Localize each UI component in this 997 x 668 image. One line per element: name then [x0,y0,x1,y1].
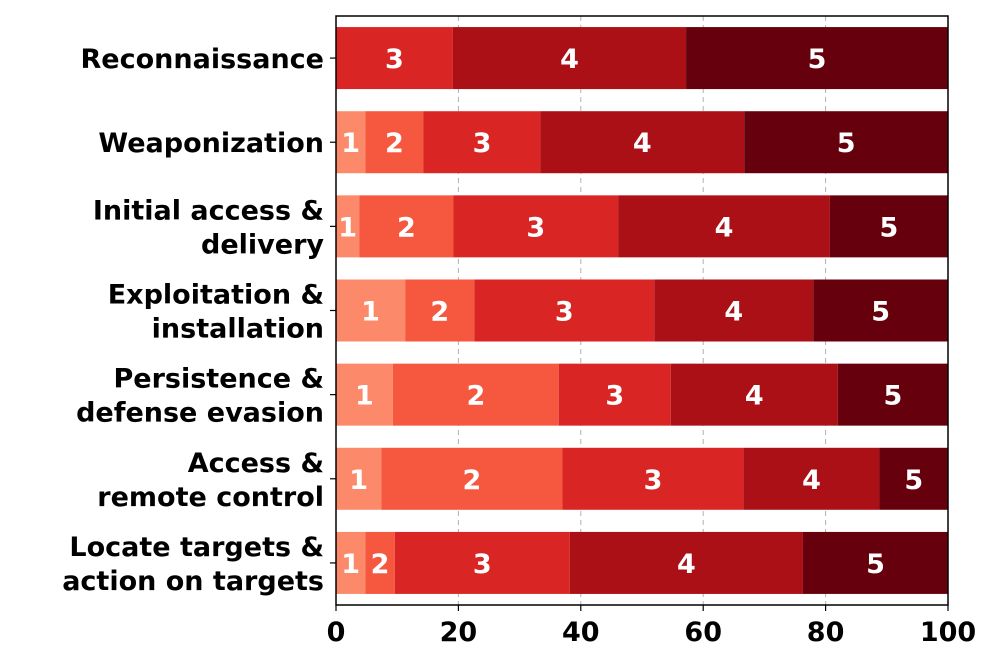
bar-segment-2-2 [359,195,454,258]
segment-label-0-4: 4 [560,44,579,75]
bar-segment-2-3 [453,195,619,258]
segment-label-1-3: 3 [473,128,492,159]
bar-segment-5-1 [336,447,382,510]
axes: 0 20 40 60 80 100 [327,15,976,648]
segment-label-2-1: 1 [338,212,357,243]
bar-segment-0-5 [686,27,948,90]
bar-segment-3-2 [405,279,475,342]
bar-segment-2-1 [336,195,360,258]
segment-label-2-3: 3 [526,212,545,243]
bar-segment-4-3 [558,363,671,426]
x-tick-label-20: 20 [440,617,478,648]
category-label-2-1: delivery [201,229,324,260]
category-label-2-0: Initial access & [93,195,324,226]
category-label-4-0: Persistence & [113,364,324,395]
segment-label-5-2: 2 [462,465,481,496]
segment-label-2-2: 2 [397,212,416,243]
segment-label-0-5: 5 [808,44,827,75]
bar-segment-1-4 [540,111,745,174]
category-label-6-0: Locate targets & [69,532,324,563]
segment-label-3-3: 3 [555,297,574,328]
segment-label-1-5: 5 [837,128,856,159]
bar-segment-3-3 [474,279,655,342]
segment-label-4-4: 4 [745,381,764,412]
bar-segments [336,27,948,594]
plot-frame [335,15,949,606]
bar-segment-5-2 [381,447,563,510]
segment-label-6-5: 5 [866,549,885,580]
category-labels: Reconnaissance Weaponization Initial acces… [62,44,324,597]
category-label-0-0: Reconnaissance [81,44,324,75]
bar-segment-4-4 [670,363,838,426]
segment-label-6-1: 1 [341,549,360,580]
segment-label-3-1: 1 [361,297,380,328]
bar-segment-6-3 [394,531,570,594]
x-tick-label-40: 40 [562,617,600,648]
segment-label-3-4: 4 [724,297,743,328]
bar-segment-4-5 [837,363,948,426]
segment-label-2-5: 5 [880,212,899,243]
segment-label-1-1: 1 [341,128,360,159]
bar-segment-1-2 [365,111,424,174]
segment-label-5-5: 5 [904,465,923,496]
category-label-4-1: defense evasion [76,398,324,429]
segment-label-4-2: 2 [466,381,485,412]
bar-segment-6-5 [802,531,948,594]
bar-segment-4-2 [392,363,559,426]
segment-label-6-2: 2 [371,549,390,580]
category-label-3-1: installation [152,314,324,345]
bar-segment-6-1 [336,531,366,594]
segment-label-0-3: 3 [385,44,404,75]
segment-labels: 3 4 51 2 3 4 51 2 3 4 51 2 3 4 51 2 3 4 51 2 3 4 51 2 3 4 5 [338,44,923,580]
x-tick-label-100: 100 [920,617,976,648]
bar-segment-1-3 [423,111,541,174]
segment-label-3-5: 5 [871,297,890,328]
segment-label-5-3: 3 [644,465,663,496]
bar-segment-2-4 [618,195,830,258]
segment-label-1-2: 2 [385,128,404,159]
segment-label-6-4: 4 [677,549,696,580]
segment-label-3-2: 2 [430,297,449,328]
bar-segment-0-4 [452,27,687,90]
bar-segment-5-3 [562,447,744,510]
bar-segment-6-2 [365,531,395,594]
segment-label-1-4: 4 [633,128,652,159]
x-tick-label-80: 80 [807,617,845,648]
bar-segment-1-5 [744,111,948,174]
category-label-5-0: Access & [188,448,324,479]
segment-label-2-4: 4 [715,212,734,243]
x-tick-label-60: 60 [684,617,722,648]
bar-segment-6-4 [569,531,803,594]
bar-segment-1-1 [336,111,366,174]
bar-segment-2-5 [829,195,948,258]
category-label-1-0: Weaponization [98,128,324,159]
bar-segment-3-1 [336,279,406,342]
bar-segment-5-4 [743,447,880,510]
segment-label-5-1: 1 [349,465,368,496]
bar-segment-3-4 [654,279,814,342]
bar-segment-5-5 [879,447,948,510]
category-label-5-1: remote control [97,482,324,513]
category-label-6-1: action on targets [62,566,324,597]
bar-segment-0-3 [336,27,453,90]
segment-label-4-1: 1 [355,381,374,412]
bar-segment-4-1 [336,363,393,426]
segment-label-4-3: 3 [605,381,624,412]
bar-segment-3-5 [813,279,948,342]
x-tick-label-0: 0 [327,617,346,648]
segment-label-5-4: 4 [802,465,821,496]
category-label-3-0: Exploitation & [108,280,324,311]
segment-label-4-5: 5 [884,381,903,412]
segment-label-6-3: 3 [473,549,492,580]
